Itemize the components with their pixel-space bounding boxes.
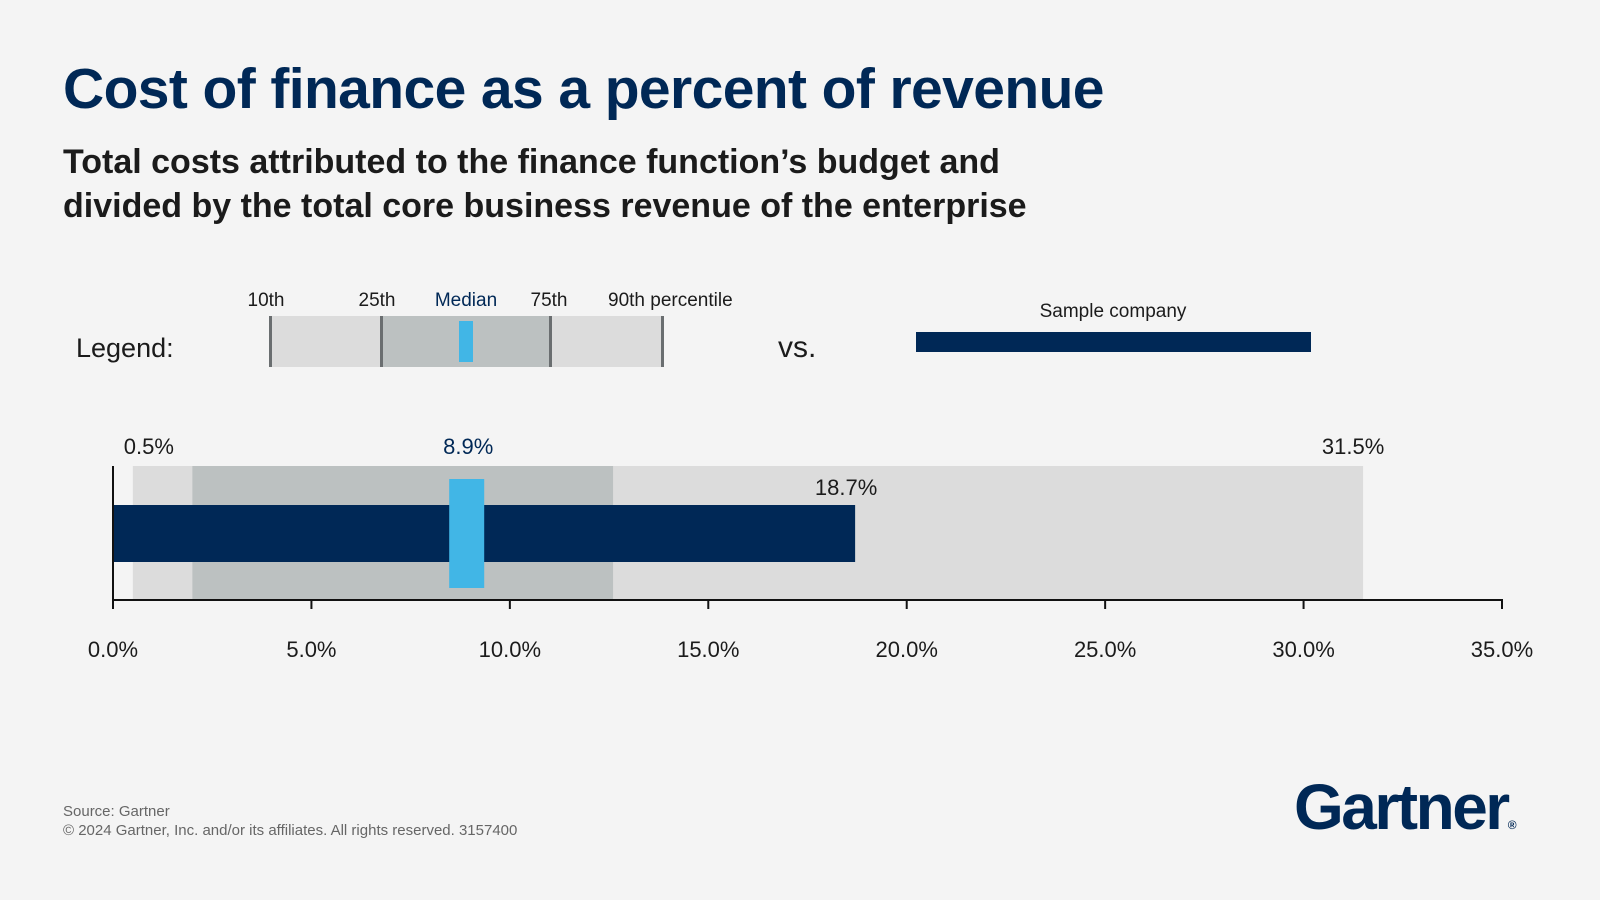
label-p90: 31.5% <box>1322 434 1384 459</box>
x-tick-label: 10.0% <box>479 637 541 662</box>
legend-vs: vs. <box>778 331 816 364</box>
x-tick-label: 5.0% <box>286 637 336 662</box>
registered-mark: ® <box>1507 818 1517 832</box>
label-median: 8.9% <box>443 434 493 459</box>
legend-label: Legend: <box>76 333 174 363</box>
x-tick-label: 25.0% <box>1074 637 1136 662</box>
x-axis-ticks: 0.0% 5.0% 10.0% 15.0% 20.0% 25.0% 30.0% 35.0% <box>88 600 1533 662</box>
median-marker <box>449 479 485 588</box>
legend-sample-bar <box>916 332 1311 352</box>
source-note: Source: Gartner <box>63 803 170 820</box>
legend-p10-tick <box>269 316 272 367</box>
copyright-note: © 2024 Gartner, Inc. and/or its affiliat… <box>63 822 518 839</box>
page-title: Cost of finance as a percent of revenue <box>63 57 1105 121</box>
x-tick-label: 0.0% <box>88 637 138 662</box>
footer: Source: Gartner © 2024 Gartner, Inc. and… <box>63 802 517 840</box>
legend-p90-tick <box>661 316 664 367</box>
page-subtitle: Total costs attributed to the finance fu… <box>63 140 1213 228</box>
x-tick-label: 15.0% <box>677 637 739 662</box>
legend-p25-label: 25th <box>359 290 396 311</box>
gartner-logo: Gartner® <box>1294 770 1517 844</box>
label-sample: 18.7% <box>815 475 877 500</box>
x-tick-label: 30.0% <box>1272 637 1334 662</box>
legend-median-marker <box>459 321 473 362</box>
x-tick-label: 35.0% <box>1471 637 1533 662</box>
x-tick-label: 20.0% <box>876 637 938 662</box>
legend-p25-tick <box>380 316 383 367</box>
legend-median-label: Median <box>435 290 497 311</box>
plot-area: 0.5% 8.9% 31.5% 18.7% 0.0% 5.0% 10.0% 15.0%… <box>88 434 1533 662</box>
legend-p10-label: 10th <box>248 290 285 311</box>
subtitle-line-2: divided by the total core business reven… <box>63 187 1027 225</box>
legend-p75-tick <box>549 316 552 367</box>
legend-sample-label: Sample company <box>1040 301 1187 322</box>
label-p10: 0.5% <box>124 434 174 459</box>
legend: Legend: 10th 25th Median 75th 90th perce… <box>76 290 1311 367</box>
legend-p90-label: 90th percentile <box>608 290 733 311</box>
legend-p75-label: 75th <box>531 290 568 311</box>
logo-text: Gartner <box>1294 771 1510 843</box>
subtitle-line-1: Total costs attributed to the finance fu… <box>63 143 1000 181</box>
